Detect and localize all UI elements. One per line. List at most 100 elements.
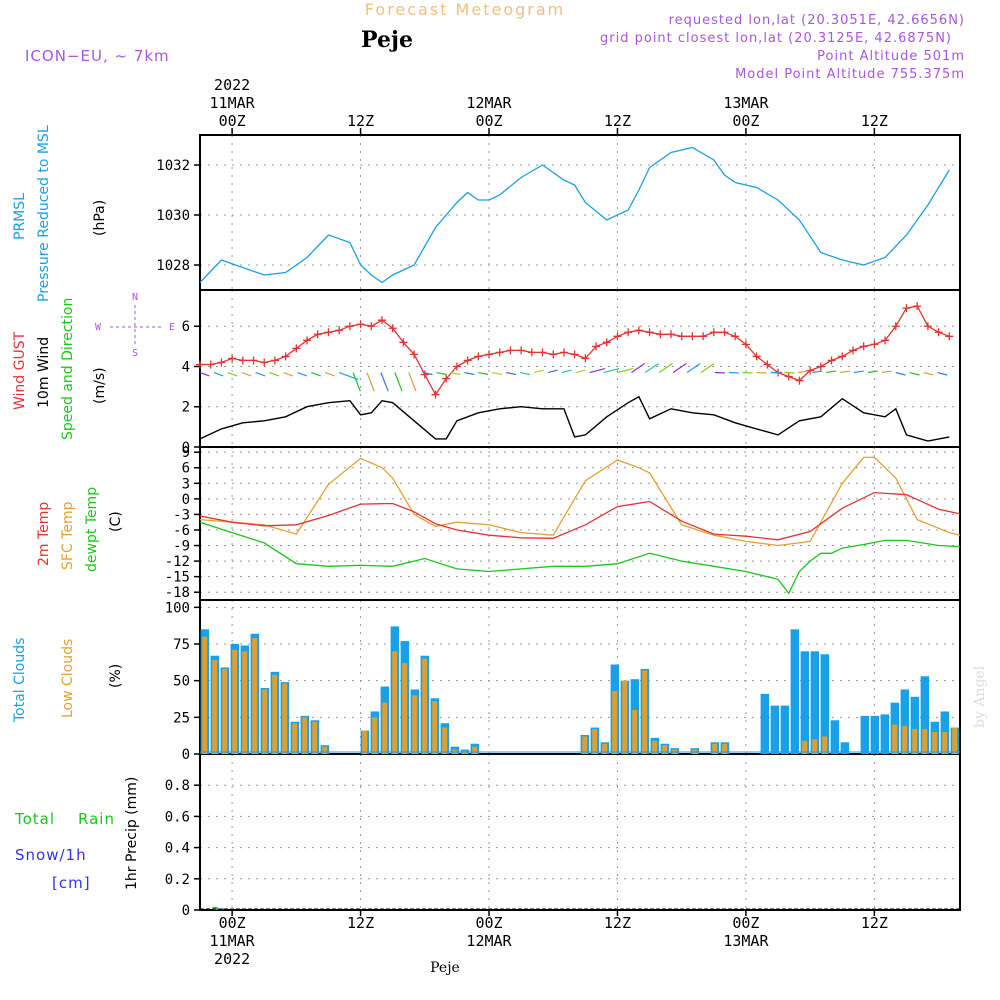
low-cloud-bar <box>662 745 668 754</box>
low-cloud-bar <box>252 638 258 754</box>
gust-marker <box>709 328 718 337</box>
y-tick-label: 6 <box>182 319 190 335</box>
total-cloud-bar <box>820 654 830 754</box>
wind-arrow <box>464 371 475 376</box>
bottom-time-label: 12Z <box>347 914 374 932</box>
gust-marker <box>313 330 322 339</box>
wind-arrow <box>241 371 252 377</box>
top-time-label: 11MAR <box>210 94 256 112</box>
temp-unit: (C) <box>108 511 124 532</box>
wind-arrow <box>422 371 433 376</box>
gust-marker <box>228 354 237 363</box>
t2m-label: 2m Temp <box>36 502 52 566</box>
low-cloud-bar <box>432 701 438 754</box>
y-tick-label: -18 <box>165 585 190 601</box>
gust-marker <box>891 322 900 331</box>
wind-arrow <box>644 362 659 374</box>
y-tick-label: 25 <box>173 710 190 726</box>
wind-arrow <box>617 367 634 374</box>
wind-arrow <box>895 371 906 376</box>
wind-arrow <box>853 370 865 374</box>
gust-marker <box>538 348 547 357</box>
gust-marker <box>431 390 440 399</box>
low-cloud-bar <box>952 727 958 754</box>
wind-dir-label: Speed and Direction <box>60 298 76 440</box>
sfc-temp-line <box>199 456 961 547</box>
panel-frame <box>199 134 961 291</box>
y-tick-label: -3 <box>173 507 190 523</box>
low-cloud-bar <box>442 727 448 754</box>
gust-marker <box>634 326 643 335</box>
gust-marker <box>784 372 793 381</box>
y-tick-label: -15 <box>165 570 190 586</box>
y-tick-label: -9 <box>173 539 190 555</box>
snow-bar <box>221 908 225 910</box>
gust-marker <box>517 346 526 355</box>
wind-arrow <box>492 371 503 376</box>
credit: by Angel <box>972 665 988 728</box>
low-cloud-bar <box>592 729 598 754</box>
gust-marker <box>559 348 568 357</box>
footer-station: Peje <box>430 960 460 976</box>
gust-marker <box>613 332 622 341</box>
top-time-label: 12MAR <box>466 94 512 112</box>
low-cloud-bar <box>472 746 478 754</box>
wind-arrow <box>589 367 606 374</box>
dewpt-line <box>199 521 961 595</box>
gust-marker <box>859 342 868 351</box>
y-tick-label: -6 <box>173 523 190 539</box>
wind-arrow <box>631 362 645 374</box>
top-time-label: 12Z <box>347 112 374 130</box>
bottom-time-label: 13MAR <box>723 932 769 950</box>
y-tick-label: 1032 <box>156 158 190 174</box>
total-cloud-bar <box>760 693 770 754</box>
gust-marker <box>806 366 815 375</box>
gust-marker <box>848 346 857 355</box>
wind-arrow <box>380 372 389 392</box>
dewpt-label: dewpt Temp <box>84 487 100 572</box>
bottom-time-label: 00Z <box>732 914 759 932</box>
wind-arrow <box>672 362 687 374</box>
top-time-label: 12Z <box>861 112 888 130</box>
wind10m-label: 10m Wind <box>36 337 52 408</box>
wind-arrow <box>826 370 837 374</box>
y-tick-label: 9 <box>182 445 190 461</box>
panel-frame <box>199 289 961 448</box>
wind-arrow <box>506 371 517 376</box>
wind-arrow <box>450 371 461 376</box>
low-cloud-bar <box>292 723 298 754</box>
low-cloud-bar <box>372 717 378 754</box>
snow-label-1: Snow/1h <box>15 846 87 864</box>
precip-labels: Total Rain Snow/1h [cm] 1hr Precip (mm) <box>14 777 140 892</box>
low-cloud-bar <box>302 717 308 754</box>
gust-marker <box>377 316 386 325</box>
wind-arrow <box>700 362 715 374</box>
gust-marker <box>303 336 312 345</box>
wind-arrow <box>199 371 210 377</box>
y-tick-label: 0.6 <box>165 809 190 825</box>
gust-marker <box>592 342 601 351</box>
top-time-label: 12Z <box>604 112 631 130</box>
gust-marker <box>420 370 429 379</box>
gust-marker <box>206 360 215 369</box>
gust-marker <box>335 326 344 335</box>
low-cloud-bar <box>582 736 588 754</box>
gust-marker <box>602 338 611 347</box>
total-cloud-bar <box>830 720 840 754</box>
gust-marker <box>934 328 943 337</box>
low-cloud-bar <box>622 680 628 754</box>
wind-arrow <box>867 370 878 374</box>
gust-marker <box>495 348 504 357</box>
low-cloud-bar <box>282 683 288 754</box>
gust-marker <box>260 358 269 367</box>
low-cloud-bar <box>202 636 208 754</box>
gust-marker <box>827 356 836 365</box>
gust-line <box>200 305 950 396</box>
low-cloud-bar <box>942 732 948 754</box>
y-tick-label: 0.8 <box>165 778 190 794</box>
y-tick-label: 1030 <box>156 208 190 224</box>
low-cloud-bar <box>362 730 368 754</box>
gust-marker <box>913 302 922 311</box>
gust-marker <box>656 330 665 339</box>
plot-area: 1028103010320246-18-15-12-9-6-3036902550… <box>156 76 961 968</box>
